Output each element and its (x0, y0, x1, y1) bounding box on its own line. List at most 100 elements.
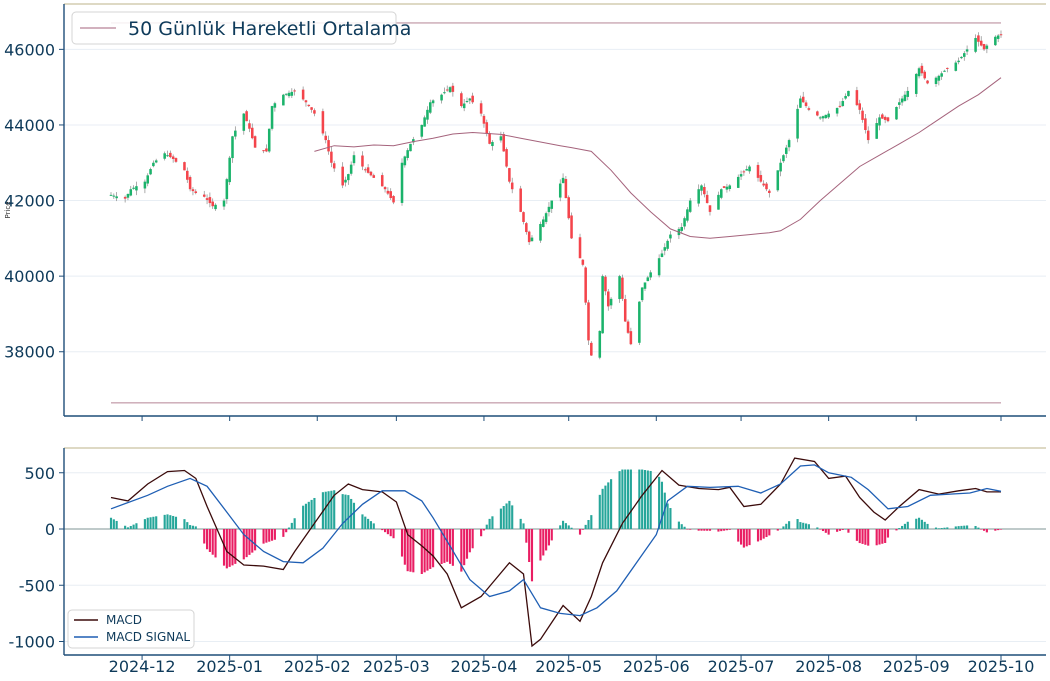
macd-hist-bar (621, 469, 624, 529)
macd-hist-bar (463, 529, 466, 566)
candle-body (686, 209, 689, 221)
candle-body (386, 190, 390, 194)
macd-hist-bar (505, 503, 508, 529)
candle-body (228, 157, 231, 183)
candle-body (460, 93, 463, 107)
candle-body (183, 162, 186, 171)
macd-hist-bar (480, 529, 483, 537)
candle-body (307, 104, 311, 107)
macd-hist-bar (999, 529, 1003, 530)
candle-body (917, 68, 921, 77)
macd-hist-bar (946, 527, 949, 529)
macd-hist-bar (262, 529, 265, 544)
candle-body (248, 123, 251, 129)
macd-tick-label: -1000 (9, 633, 56, 652)
candle-body (858, 103, 862, 110)
candle-body (146, 175, 150, 184)
macd-hist-bar (683, 526, 686, 529)
macd-hist-bar (485, 524, 488, 529)
candle-body (510, 182, 514, 190)
candle-body (940, 73, 943, 77)
macd-hist-bar (788, 521, 791, 529)
candle-body (994, 36, 997, 46)
price-tick-label: 38000 (4, 343, 55, 362)
macd-hist-bar (895, 529, 898, 531)
macd-hist-bar (304, 503, 308, 529)
candle-body (581, 259, 585, 265)
candle-body (601, 276, 604, 334)
macd-hist-bar (502, 506, 505, 529)
macd-signal-line (110, 464, 1002, 617)
macd-hist-bar (618, 471, 621, 529)
macd-hist-bar (542, 529, 545, 556)
candle-body (123, 196, 127, 199)
candle-body (875, 123, 878, 139)
macd-tick-label: 500 (24, 464, 55, 483)
candle-body (282, 94, 285, 106)
candle-body (759, 175, 763, 182)
macd-signal-legend-label: MACD SIGNAL (106, 630, 190, 644)
candle-body (629, 331, 633, 345)
macd-hist-bar (858, 529, 861, 544)
macd-hist-bar (570, 527, 573, 529)
macd-hist-bar (779, 529, 782, 530)
candle-body (835, 107, 839, 114)
macd-hist-bar (706, 529, 709, 531)
candle-body (115, 196, 118, 199)
price-tick-label: 42000 (4, 192, 55, 211)
candle-body (508, 168, 511, 182)
macd-hist-bar (550, 529, 553, 541)
macd-hist-bar (268, 529, 271, 542)
macd-hist-bar (954, 526, 957, 529)
candle-body (621, 277, 624, 299)
macd-hist-bar (759, 529, 762, 541)
candle-body (728, 185, 732, 189)
macd-hist-bar (429, 529, 432, 569)
candle-body (578, 237, 582, 259)
macd-hist-bar (725, 529, 729, 531)
candle-body (914, 73, 918, 94)
candle-body (194, 191, 198, 193)
candle-body (864, 118, 867, 130)
candle-body (996, 35, 1000, 39)
candle-body (301, 89, 305, 100)
candle-body (841, 101, 845, 107)
candle-body (349, 164, 353, 174)
candle-body (293, 90, 296, 92)
macd-hist-bar (776, 529, 779, 531)
macd-hist-bar (547, 529, 551, 546)
candle-body (688, 200, 692, 212)
candle-body (188, 177, 192, 190)
candle-body (638, 301, 641, 343)
macd-hist-bar (519, 518, 522, 529)
candle-body (762, 183, 765, 186)
macd-hist-bar (917, 517, 921, 529)
candle-body (428, 102, 432, 113)
candle-body (423, 117, 426, 127)
candle-body (564, 179, 568, 199)
macd-hist-bar (525, 529, 528, 543)
candle-body (618, 276, 621, 300)
x-tick-label: 2025-04 (451, 657, 518, 676)
macd-hist-bar (669, 508, 672, 529)
macd-hist-bar (169, 515, 172, 529)
macd-hist-bar (341, 494, 344, 529)
candle-body (646, 277, 650, 282)
x-tick-label: 2025-10 (968, 657, 1035, 676)
candle-body (926, 80, 929, 84)
candle-body (590, 342, 593, 356)
macd-hist-bar (460, 529, 463, 572)
candle-body (126, 193, 130, 198)
macd-hist-bar (183, 519, 186, 529)
macd-hist-bar (980, 529, 983, 530)
candle-body (448, 87, 452, 93)
macd-hist-bar (499, 508, 502, 529)
candle-body (609, 298, 613, 306)
candle-body (366, 167, 370, 173)
macd-hist-bar (559, 525, 562, 529)
candle-body (799, 98, 802, 108)
macd-hist-bar (838, 529, 842, 531)
macd-hist-bar (934, 527, 938, 529)
macd-hist-bar (748, 529, 751, 546)
candle-body (332, 163, 336, 169)
